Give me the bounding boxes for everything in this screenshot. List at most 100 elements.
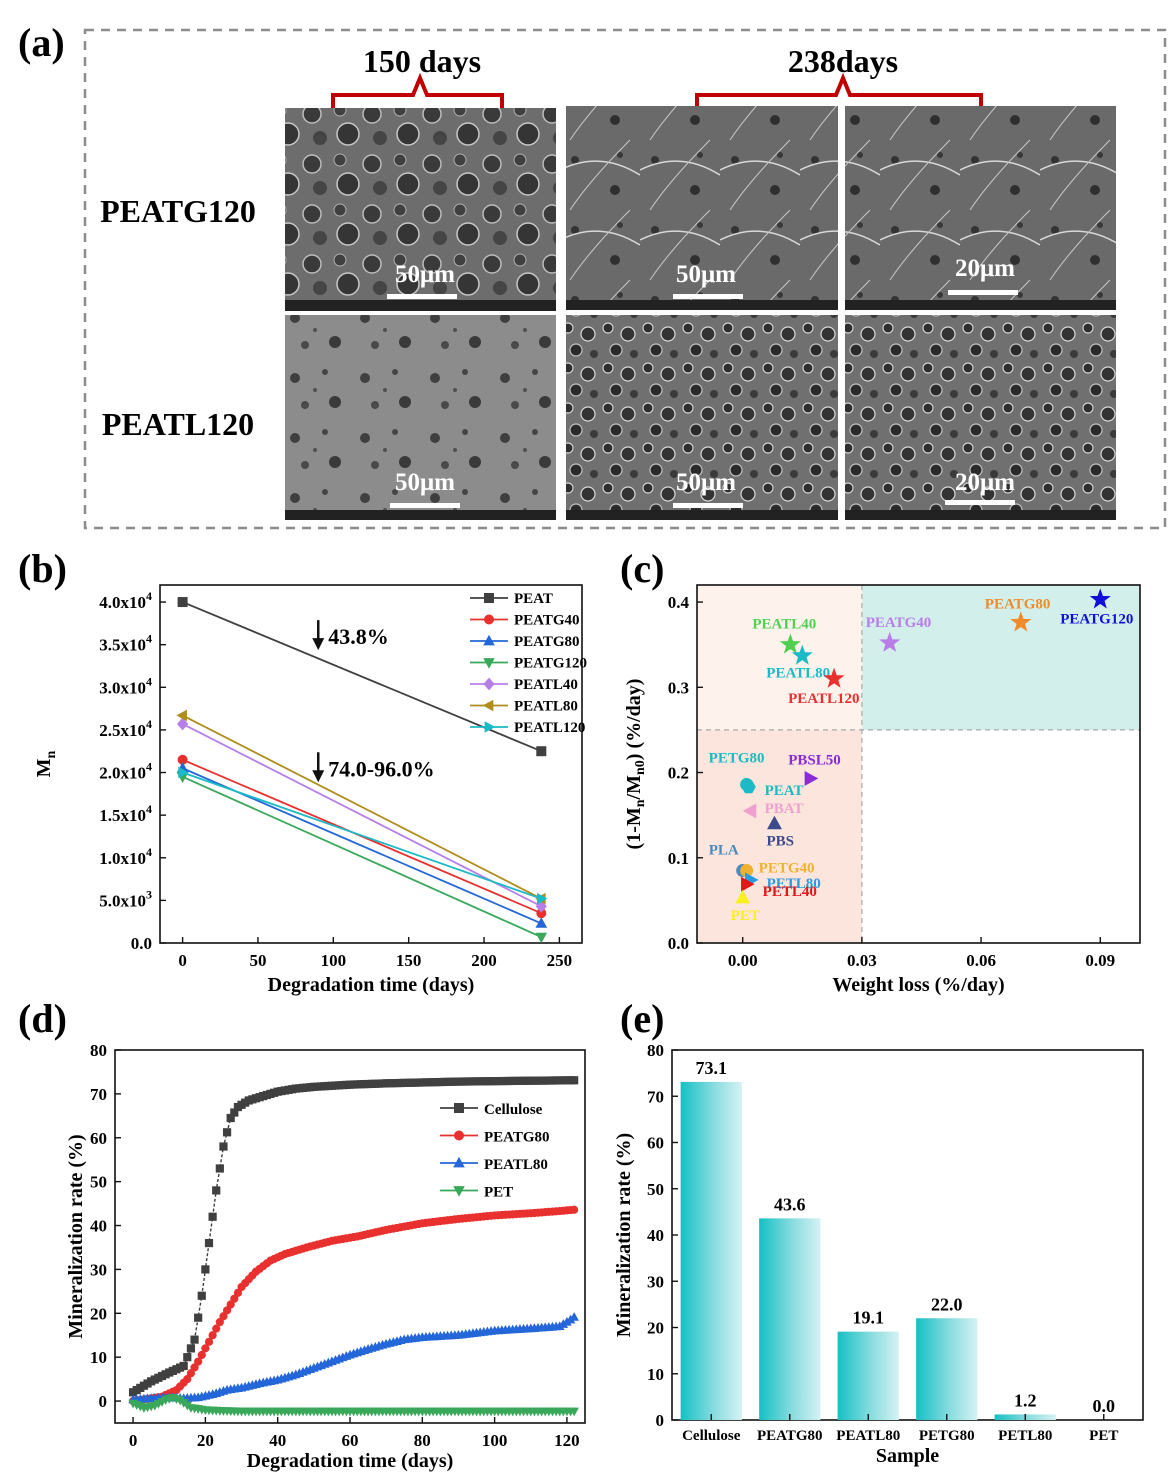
x-tick-label: 20 [197, 1431, 214, 1450]
x-tick-label: PETG80 [919, 1428, 975, 1444]
x-tick-label: 100 [482, 1431, 508, 1450]
row-label-peatl120: PEATL120 [102, 406, 254, 442]
panel-label: (d) [18, 996, 67, 1041]
x-tick-label: 40 [269, 1431, 286, 1450]
bar [916, 1318, 978, 1420]
x-tick-label: 150 [396, 951, 422, 970]
y-tick-label: 4.0x104 [99, 589, 152, 612]
plot-frame [159, 584, 583, 944]
point-label: PETG80 [709, 750, 765, 766]
point-label: PETG40 [759, 861, 815, 877]
bar [759, 1218, 821, 1420]
data-point [204, 1238, 214, 1248]
legend-marker [484, 614, 494, 625]
point-PETG40: PETG40 [740, 861, 815, 878]
sem-image-r2c2: 50μm [566, 315, 838, 520]
bar [680, 1081, 742, 1420]
data-point [208, 1331, 217, 1340]
y-tick-label: 50 [90, 1173, 107, 1192]
data-point [230, 1294, 239, 1303]
point-label: PEATG40 [866, 615, 932, 631]
series-PEATL80 [176, 709, 546, 905]
data-point [190, 1335, 199, 1344]
panel-d-chart: (d)0 20 40 60 80 100 12001020304050607080Degra… [18, 996, 586, 1472]
data-point [233, 1288, 243, 1297]
bar-value-label: 22.0 [931, 1294, 963, 1314]
x-tick-label: 0.00 [728, 951, 758, 970]
data-point [183, 1353, 192, 1362]
data-point [178, 766, 189, 779]
point-label: PET [731, 908, 760, 924]
point-PEATL80: PEATL80 [766, 644, 830, 682]
point-label: PEATG80 [985, 597, 1051, 613]
bar-PEATL80: 19.1 PEATL80 [836, 1308, 900, 1444]
legend-marker [484, 721, 496, 733]
series-line [182, 714, 542, 900]
scale-bar-label: 20μm [955, 255, 1015, 282]
panel-e-chart: (e) 0 10 20 30 40 50 60 70 80 Mineralization rate … [613, 996, 1144, 1467]
y-tick-label: 5.0x103 [99, 887, 152, 910]
data-point [222, 1128, 232, 1137]
brace-238-days [695, 72, 983, 118]
data-point [569, 1312, 579, 1321]
sem-image-r2c3: 20μm [845, 315, 1116, 520]
series-PEATL120 [178, 766, 548, 905]
point-label: PEATL120 [788, 691, 859, 707]
scale-bar-label: 50μm [395, 261, 455, 288]
bar-value-label: 43.6 [774, 1194, 806, 1214]
data-point [779, 633, 801, 654]
x-axis-label: Sample [876, 1445, 939, 1467]
panel-label: (e) [620, 996, 664, 1041]
annotation-arrowhead [312, 638, 325, 651]
data-point [1089, 588, 1111, 609]
legend-marker [483, 634, 495, 646]
data-point [183, 1375, 192, 1384]
data-point [219, 1142, 228, 1151]
y-tick-label: 1.5x104 [99, 802, 152, 825]
y-tick-label: 10 [90, 1348, 107, 1367]
bar-PETG80: 22.0 PETG80 [916, 1294, 978, 1444]
legend: PEAT PEATG40 PEATG80 PEATG120 PEATL40 PEATL80… [470, 591, 587, 736]
x-tick-label: 80 [414, 1431, 431, 1450]
data-point [804, 771, 819, 786]
data-point [197, 1291, 206, 1300]
data-point [535, 899, 547, 913]
data-point [570, 1076, 579, 1085]
data-point [194, 1357, 203, 1366]
point-label: PLA [709, 843, 739, 859]
point-label: PBSL50 [788, 752, 841, 768]
quadrant-region [697, 729, 862, 943]
legend-label: PEAT [514, 591, 553, 607]
data-point [208, 1212, 217, 1221]
x-tick-label: 100 [321, 951, 347, 970]
point-PETL40: PETL40 [741, 876, 817, 900]
data-point [212, 1186, 221, 1195]
panel-a: (a) 150 days 238days PEATG120 PEATL120 5… [18, 20, 1167, 530]
point-PEATG40: PEATG40 [866, 615, 932, 652]
y-axis-label: Mineralization rate (%) [65, 1134, 87, 1338]
point-PBSL50: PBSL50 [788, 752, 841, 786]
y-tick-label: 70 [90, 1085, 107, 1104]
data-point [741, 780, 756, 794]
point-PEATG80: PEATG80 [985, 597, 1051, 632]
y-tick-label: 70 [647, 1087, 664, 1106]
point-PEATL120: PEATL120 [788, 667, 859, 707]
x-tick-label: 200 [471, 951, 497, 970]
x-tick-label: PEATL80 [836, 1428, 900, 1444]
data-point [569, 1407, 579, 1417]
bar [837, 1331, 899, 1420]
point-PBS: PBS [766, 815, 794, 850]
y-tick-label: 2.5x104 [99, 717, 152, 740]
data-point [201, 1344, 210, 1353]
bar-value-label: 0.0 [1093, 1396, 1116, 1416]
legend-marker [482, 699, 494, 712]
y-tick-label: 30 [647, 1272, 664, 1291]
legend-marker [483, 658, 495, 669]
data-point [535, 932, 548, 944]
point-label: PEAT [765, 783, 804, 799]
bar-value-label: 1.2 [1014, 1390, 1037, 1410]
data-point [879, 631, 901, 652]
data-point [179, 1361, 188, 1371]
point-PBAT: PBAT [742, 801, 804, 819]
annotation-arrowhead [312, 770, 325, 783]
